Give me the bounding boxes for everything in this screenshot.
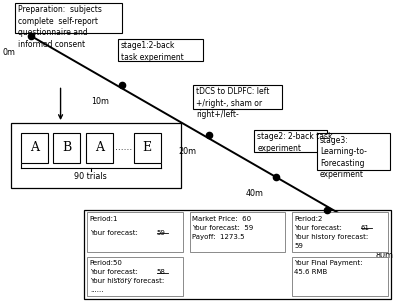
Text: 90 trials: 90 trials [74,172,107,181]
Text: 0m: 0m [3,48,16,57]
Text: Your history forecast:: Your history forecast: [90,278,164,284]
Text: Your history forecast:: Your history forecast: [294,234,368,240]
Text: Your forecast:: Your forecast: [294,225,346,231]
FancyBboxPatch shape [54,133,80,163]
Text: Your forecast:: Your forecast: [90,230,142,235]
FancyBboxPatch shape [317,134,390,169]
FancyBboxPatch shape [15,3,122,33]
Text: Market Price:  60: Market Price: 60 [192,216,251,222]
Text: 45.6 RMB: 45.6 RMB [294,269,327,275]
FancyBboxPatch shape [21,133,48,163]
Text: stage1:2-back
task experiment: stage1:2-back task experiment [121,41,184,62]
Text: A: A [95,142,104,155]
Text: 80m: 80m [376,251,394,260]
Text: stage2: 2-back task
experiment: stage2: 2-back task experiment [258,132,333,153]
Text: Period:1: Period:1 [90,216,118,222]
Text: 59: 59 [157,230,166,235]
Text: Your Final Payment:: Your Final Payment: [294,260,363,266]
Text: Your forecast:: Your forecast: [90,269,142,275]
Text: B: B [62,142,72,155]
FancyBboxPatch shape [118,39,203,62]
FancyBboxPatch shape [134,133,160,163]
FancyBboxPatch shape [84,210,391,299]
FancyBboxPatch shape [254,130,328,152]
Text: 40m: 40m [245,189,263,198]
Text: E: E [142,142,152,155]
FancyBboxPatch shape [292,212,388,252]
Text: 61: 61 [361,225,370,231]
Text: A: A [30,142,39,155]
Text: Preparation:  subjects
complete  self-report
questionnaire and
informed consent: Preparation: subjects complete self-repo… [18,5,102,49]
Text: Your forecast:  59: Your forecast: 59 [192,225,253,231]
Text: Period:50: Period:50 [90,260,123,266]
FancyBboxPatch shape [11,123,181,188]
Text: tDCS to DLPFC: left
+/right-, sham or
right+/left-: tDCS to DLPFC: left +/right-, sham or ri… [196,87,270,119]
Text: ......: ...... [90,287,103,293]
FancyBboxPatch shape [292,257,388,296]
Text: Period:2: Period:2 [294,216,322,222]
Text: .......: ....... [113,272,133,281]
FancyBboxPatch shape [190,212,286,252]
Text: 50m: 50m [297,222,315,231]
Text: 59: 59 [294,243,303,249]
Text: 58: 58 [157,269,166,275]
Text: 10m: 10m [91,98,109,106]
Text: stage3:
Learning-to-
Forecasting
experiment: stage3: Learning-to- Forecasting experim… [320,136,367,179]
Text: Payoff:  1273.5: Payoff: 1273.5 [192,234,244,240]
FancyBboxPatch shape [88,212,183,252]
FancyBboxPatch shape [193,85,282,109]
FancyBboxPatch shape [88,257,183,296]
Text: ......: ...... [115,144,132,152]
FancyBboxPatch shape [86,133,113,163]
Text: 20m: 20m [178,147,196,156]
